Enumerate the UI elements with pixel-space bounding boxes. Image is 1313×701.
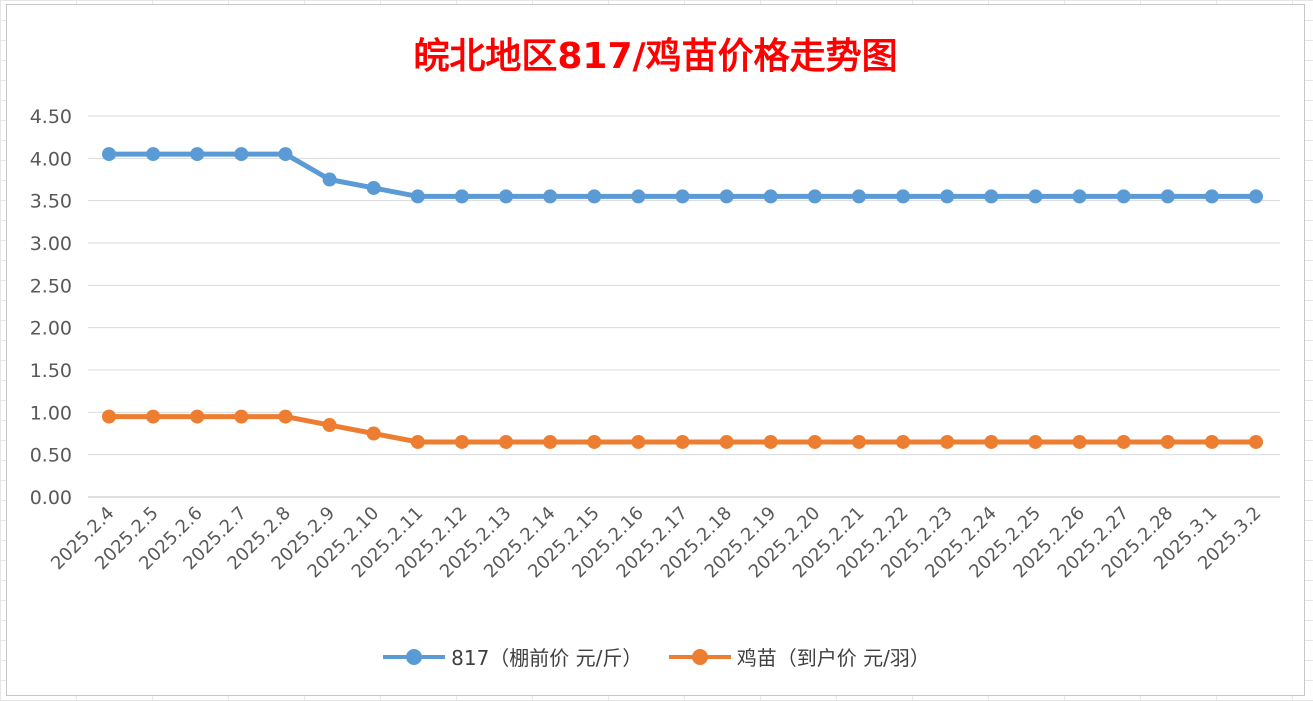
legend: 817（棚前价 元/斤） 鸡苗（到户价 元/羽）: [0, 642, 1313, 672]
data-point[interactable]: [278, 409, 293, 424]
data-point[interactable]: [1028, 189, 1043, 204]
legend-swatch-chick: [668, 647, 731, 667]
data-point[interactable]: [366, 180, 381, 195]
data-point[interactable]: [322, 172, 337, 187]
data-point[interactable]: [102, 409, 116, 424]
data-point[interactable]: [190, 409, 205, 424]
y-tick-label: 1.50: [30, 360, 72, 382]
data-point[interactable]: [499, 434, 514, 449]
data-point[interactable]: [984, 189, 999, 204]
y-tick-label: 2.50: [30, 275, 72, 297]
y-tick-label: 4.00: [30, 148, 72, 170]
data-point[interactable]: [366, 426, 381, 441]
data-point[interactable]: [1160, 434, 1175, 449]
data-point[interactable]: [896, 189, 911, 204]
data-point[interactable]: [675, 189, 690, 204]
data-point[interactable]: [1249, 189, 1263, 204]
data-point[interactable]: [499, 189, 514, 204]
data-point[interactable]: [410, 189, 425, 204]
chart-title: 皖北地区817/鸡苗价格走势图: [413, 36, 898, 77]
data-point[interactable]: [146, 409, 161, 424]
data-point[interactable]: [278, 147, 293, 162]
legend-label-817: 817（棚前价 元/斤）: [451, 646, 643, 670]
data-point[interactable]: [1249, 434, 1263, 449]
data-point[interactable]: [1072, 189, 1087, 204]
chart-frame[interactable]: 皖北地区817/鸡苗价格走势图: [6, 4, 1305, 696]
y-tick-label: 2.00: [30, 318, 72, 340]
data-point[interactable]: [146, 147, 161, 162]
data-point[interactable]: [940, 189, 955, 204]
data-point[interactable]: [454, 434, 469, 449]
y-tick-label: 3.00: [30, 233, 72, 255]
data-point[interactable]: [234, 147, 249, 162]
data-point[interactable]: [851, 434, 866, 449]
y-tick-label: 0.50: [30, 445, 72, 467]
y-tick-label: 3.50: [30, 191, 72, 213]
data-point[interactable]: [719, 434, 734, 449]
data-point[interactable]: [587, 189, 602, 204]
data-point[interactable]: [454, 189, 469, 204]
data-point[interactable]: [543, 434, 558, 449]
data-point[interactable]: [631, 434, 646, 449]
y-tick-label: 1.00: [30, 402, 72, 424]
data-point[interactable]: [719, 189, 734, 204]
legend-item-817[interactable]: 817（棚前价 元/斤）: [383, 642, 642, 671]
legend-item-chick[interactable]: 鸡苗（到户价 元/羽）: [668, 642, 930, 671]
data-point[interactable]: [1204, 189, 1219, 204]
data-point[interactable]: [763, 434, 778, 449]
data-point[interactable]: [807, 434, 822, 449]
data-point[interactable]: [807, 189, 822, 204]
data-point[interactable]: [543, 189, 558, 204]
y-tick-label: 4.50: [30, 106, 72, 128]
data-point[interactable]: [675, 434, 690, 449]
data-point[interactable]: [190, 147, 205, 162]
legend-swatch-817: [383, 647, 446, 667]
legend-label-chick: 鸡苗（到户价 元/羽）: [736, 646, 930, 670]
data-point[interactable]: [631, 189, 646, 204]
data-point[interactable]: [851, 189, 866, 204]
data-point[interactable]: [984, 434, 999, 449]
data-point[interactable]: [1116, 189, 1131, 204]
data-point[interactable]: [1072, 434, 1087, 449]
data-point[interactable]: [896, 434, 911, 449]
y-tick-label: 0.00: [30, 487, 72, 509]
data-point[interactable]: [410, 434, 425, 449]
data-point[interactable]: [234, 409, 249, 424]
data-point[interactable]: [587, 434, 602, 449]
data-point[interactable]: [940, 434, 955, 449]
data-point[interactable]: [102, 147, 116, 162]
data-point[interactable]: [1028, 434, 1043, 449]
data-point[interactable]: [1160, 189, 1175, 204]
data-point[interactable]: [1204, 434, 1219, 449]
data-point[interactable]: [763, 189, 778, 204]
data-point[interactable]: [322, 418, 337, 433]
data-point[interactable]: [1116, 434, 1131, 449]
